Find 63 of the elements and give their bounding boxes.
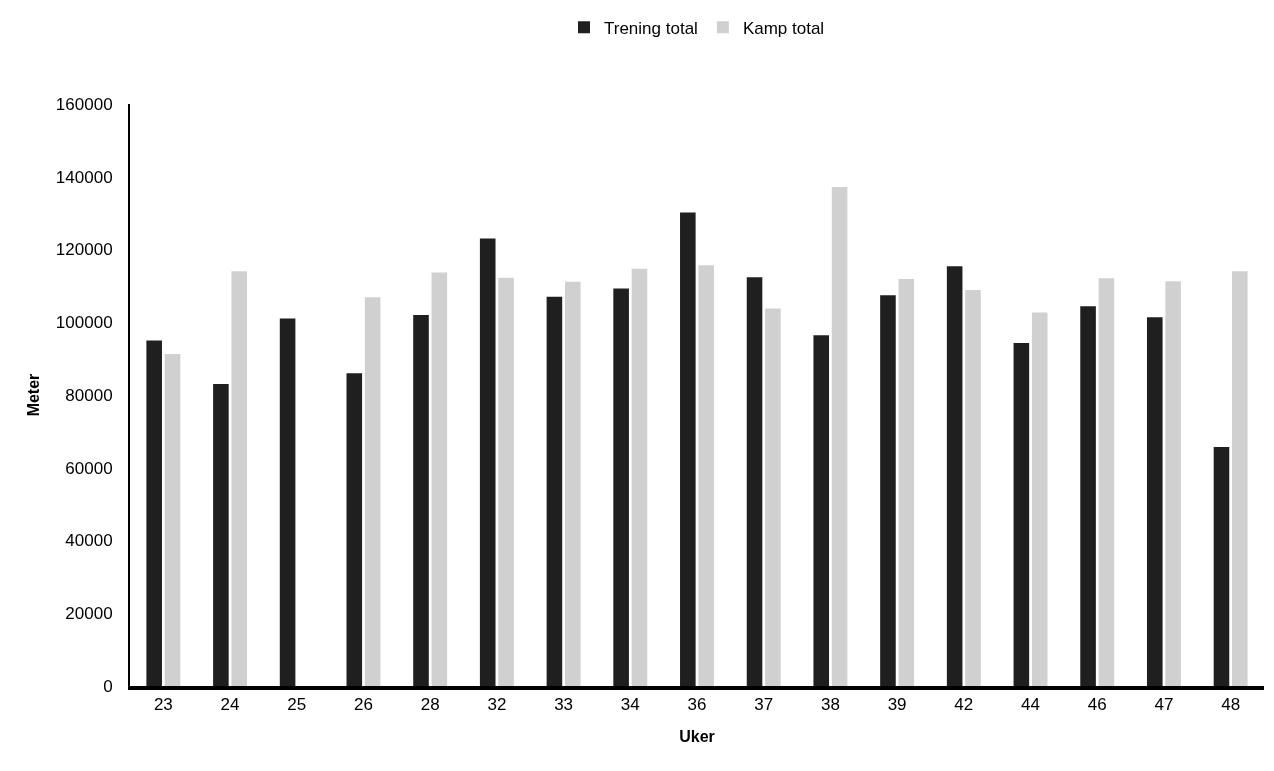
bar: [698, 265, 714, 686]
y-tick-label: 100000: [55, 313, 113, 333]
bar: [1080, 306, 1096, 686]
x-tick-label: 25: [287, 695, 307, 715]
bar: [346, 373, 363, 686]
bar: [1165, 281, 1181, 686]
bar: [146, 340, 162, 686]
x-tick-label: 37: [754, 695, 774, 715]
bar: [680, 212, 696, 686]
legend-label: Trening total: [604, 18, 698, 38]
bar: [164, 353, 181, 686]
bar: [364, 297, 381, 686]
x-axis-title: Uker: [679, 727, 715, 745]
x-tick-label: 24: [220, 695, 240, 715]
y-tick-label: 160000: [55, 94, 113, 114]
bar: [479, 238, 496, 686]
bar: [1213, 447, 1230, 686]
x-tick-label: 39: [887, 695, 907, 715]
x-tick-label: 42: [954, 695, 974, 715]
x-tick-label: 34: [620, 695, 640, 715]
x-tick-label: 47: [1154, 695, 1174, 715]
bar: [1031, 312, 1048, 686]
y-tick-label: 140000: [55, 167, 113, 187]
x-tick-label: 32: [487, 695, 507, 715]
bar: [564, 281, 581, 686]
x-tick-label: 36: [687, 695, 707, 715]
x-tick-label: 38: [820, 695, 840, 715]
legend-label: Kamp total: [742, 18, 825, 38]
x-tick-label: 33: [554, 695, 574, 715]
bar: [831, 186, 848, 686]
bar: [498, 277, 514, 686]
bar: [631, 268, 648, 686]
bar: [413, 314, 429, 686]
bar: [1232, 271, 1248, 686]
bar: [880, 295, 896, 686]
bar: [965, 289, 981, 686]
bar: [279, 318, 296, 686]
bar: [813, 335, 830, 686]
bar: [613, 288, 629, 686]
bar: [1146, 317, 1163, 686]
x-tick-label: 23: [153, 695, 173, 715]
x-tick-label: 48: [1221, 695, 1241, 715]
bar: [898, 278, 915, 686]
bar: [213, 384, 229, 686]
y-tick-label: 120000: [55, 240, 113, 260]
y-tick-label: 0: [103, 676, 113, 696]
y-tick-label: 20000: [65, 604, 113, 624]
y-axis-title: Meter: [25, 373, 43, 417]
y-tick-label: 80000: [65, 385, 113, 405]
bar: [746, 277, 763, 686]
bar: [1013, 342, 1030, 686]
x-tick-label: 28: [420, 695, 440, 715]
bar: [231, 271, 248, 686]
x-tick-label: 44: [1021, 695, 1040, 715]
x-tick-label: 46: [1087, 695, 1107, 715]
bar: [431, 272, 448, 686]
x-tick-label: 26: [354, 695, 373, 715]
bar: [946, 266, 963, 686]
y-tick-label: 60000: [65, 458, 113, 478]
bar: [546, 296, 563, 686]
bar: [1098, 278, 1115, 686]
y-tick-label: 40000: [65, 531, 113, 551]
bar: [765, 308, 781, 686]
